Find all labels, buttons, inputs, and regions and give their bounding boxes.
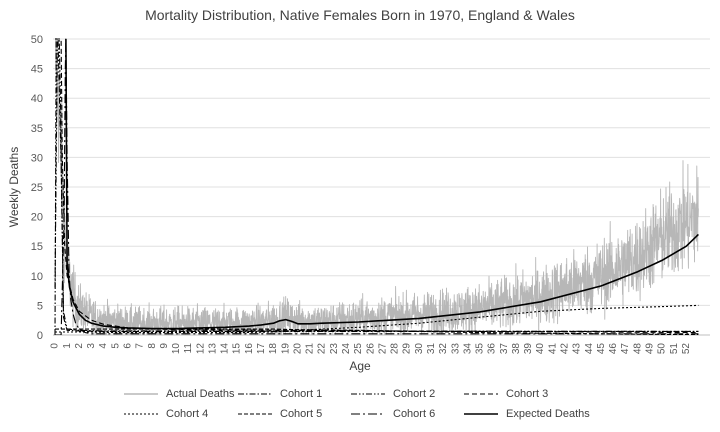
x-tick-label: 19 bbox=[280, 343, 291, 355]
legend-swatch bbox=[124, 393, 158, 395]
legend-swatch bbox=[351, 413, 385, 415]
x-tick-label: 20 bbox=[292, 343, 303, 355]
legend-label: Cohort 1 bbox=[280, 388, 323, 400]
x-tick-label: 25 bbox=[353, 343, 364, 355]
x-tick-label: 34 bbox=[462, 343, 473, 355]
x-tick-label: 1 bbox=[62, 343, 73, 349]
legend-swatch bbox=[464, 393, 498, 395]
legend-label: Cohort 2 bbox=[393, 388, 436, 400]
x-tick-label: 27 bbox=[377, 343, 388, 355]
x-tick-label: 32 bbox=[438, 343, 449, 355]
x-tick-label: 23 bbox=[329, 343, 340, 355]
x-tick-label: 45 bbox=[596, 343, 607, 355]
legend-item: Cohort 4 bbox=[124, 408, 208, 420]
legend-swatch bbox=[238, 413, 272, 415]
legend-item: Cohort 5 bbox=[238, 408, 322, 420]
x-tick-label: 26 bbox=[365, 343, 376, 355]
legend-swatch bbox=[351, 393, 385, 395]
chart-title: Mortality Distribution, Native Females B… bbox=[145, 7, 575, 23]
x-tick-label: 21 bbox=[305, 343, 316, 355]
x-tick-label: 22 bbox=[317, 343, 328, 355]
legend-label: Expected Deaths bbox=[506, 408, 590, 420]
x-tick-label: 24 bbox=[341, 343, 352, 355]
x-tick-label: 33 bbox=[450, 343, 461, 355]
y-tick-label: 50 bbox=[31, 34, 43, 46]
series-line-cohort-2 bbox=[54, 38, 699, 332]
legend-item: Cohort 1 bbox=[238, 388, 322, 400]
x-tick-label: 7 bbox=[135, 343, 146, 349]
legend-item: Cohort 3 bbox=[464, 388, 548, 400]
x-tick-label: 16 bbox=[244, 343, 255, 355]
x-tick-label: 6 bbox=[122, 343, 133, 349]
x-tick-label: 30 bbox=[414, 343, 425, 355]
legend-label: Cohort 6 bbox=[393, 408, 436, 420]
x-tick-label: 9 bbox=[159, 343, 170, 349]
legend-swatch bbox=[124, 413, 158, 415]
x-tick-label: 47 bbox=[620, 343, 631, 355]
x-tick-label: 12 bbox=[195, 343, 206, 355]
legend-item: Actual Deaths bbox=[124, 388, 234, 400]
y-tick-label: 0 bbox=[37, 330, 43, 342]
x-tick-label: 5 bbox=[110, 343, 121, 349]
x-tick-label: 42 bbox=[560, 343, 571, 355]
x-tick-label: 0 bbox=[50, 343, 61, 349]
x-tick-label: 10 bbox=[171, 343, 182, 355]
x-tick-label: 4 bbox=[98, 343, 109, 349]
x-tick-label: 52 bbox=[681, 343, 692, 355]
legend-label: Cohort 3 bbox=[506, 388, 549, 400]
x-tick-label: 37 bbox=[499, 343, 510, 355]
legend-item: Cohort 6 bbox=[351, 408, 435, 420]
y-tick-label: 45 bbox=[31, 64, 43, 76]
x-tick-label: 50 bbox=[657, 343, 668, 355]
x-tick-label: 49 bbox=[645, 343, 656, 355]
legend-swatch bbox=[464, 413, 498, 415]
x-tick-label: 2 bbox=[74, 343, 85, 349]
legend-label: Actual Deaths bbox=[166, 388, 235, 400]
x-tick-label: 41 bbox=[547, 343, 558, 355]
y-tick-label: 5 bbox=[37, 300, 43, 312]
x-tick-label: 40 bbox=[535, 343, 546, 355]
x-tick-label: 46 bbox=[608, 343, 619, 355]
y-tick-label: 40 bbox=[31, 93, 43, 105]
series-line-actual-deaths bbox=[55, 38, 699, 335]
legend-label: Cohort 4 bbox=[166, 408, 209, 420]
x-tick-label: 43 bbox=[572, 343, 583, 355]
x-tick-label: 28 bbox=[390, 343, 401, 355]
x-tick-label: 15 bbox=[232, 343, 243, 355]
y-tick-label: 20 bbox=[31, 212, 43, 224]
x-tick-label: 14 bbox=[220, 343, 231, 355]
y-tick-label: 15 bbox=[31, 241, 43, 253]
legend-item: Expected Deaths bbox=[464, 408, 590, 420]
y-tick-label: 30 bbox=[31, 152, 43, 164]
x-tick-label: 3 bbox=[86, 343, 97, 349]
x-tick-label: 29 bbox=[402, 343, 413, 355]
x-tick-label: 35 bbox=[475, 343, 486, 355]
legend-label: Cohort 5 bbox=[280, 408, 323, 420]
series-line-expected-deaths bbox=[65, 38, 699, 330]
x-tick-label: 39 bbox=[523, 343, 534, 355]
x-tick-label: 18 bbox=[268, 343, 279, 355]
y-tick-label: 25 bbox=[31, 182, 43, 194]
legend-item: Cohort 2 bbox=[351, 388, 435, 400]
x-tick-label: 13 bbox=[207, 343, 218, 355]
x-tick-label: 11 bbox=[183, 343, 194, 354]
x-tick-label: 31 bbox=[426, 343, 437, 355]
x-tick-label: 8 bbox=[147, 343, 158, 349]
x-tick-label: 38 bbox=[511, 343, 522, 355]
x-tick-label: 51 bbox=[669, 343, 680, 355]
x-tick-label: 17 bbox=[256, 343, 267, 355]
x-tick-label: 44 bbox=[584, 343, 595, 355]
legend: Actual Deaths Cohort 1 Cohort 2 Cohort 3 Coh… bbox=[0, 384, 720, 428]
y-tick-label: 35 bbox=[31, 123, 43, 135]
x-tick-label: 48 bbox=[632, 343, 643, 355]
x-axis-title: Age bbox=[349, 359, 371, 373]
x-tick-label: 36 bbox=[487, 343, 498, 355]
y-tick-label: 10 bbox=[31, 271, 43, 283]
series-line-cohort-4 bbox=[55, 304, 699, 334]
legend-swatch bbox=[238, 393, 272, 395]
